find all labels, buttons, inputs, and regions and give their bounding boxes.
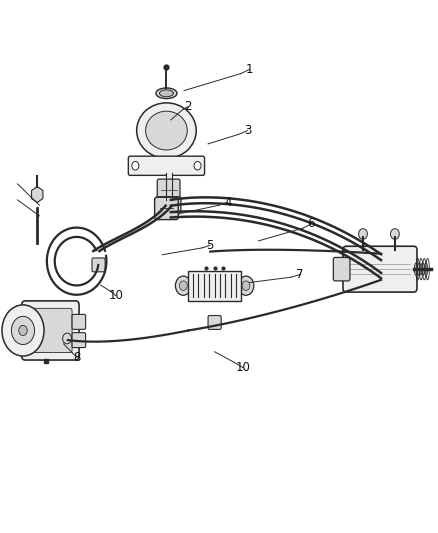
- Text: 7: 7: [296, 268, 304, 281]
- Circle shape: [132, 161, 139, 170]
- FancyBboxPatch shape: [155, 197, 178, 220]
- Text: 4: 4: [224, 196, 232, 209]
- Ellipse shape: [159, 90, 173, 96]
- FancyBboxPatch shape: [72, 314, 86, 329]
- Ellipse shape: [145, 111, 187, 150]
- FancyBboxPatch shape: [208, 316, 221, 329]
- Circle shape: [242, 281, 250, 290]
- Text: 6: 6: [307, 217, 315, 230]
- Circle shape: [175, 276, 191, 295]
- Circle shape: [194, 161, 201, 170]
- Circle shape: [2, 305, 44, 356]
- Text: 5: 5: [207, 239, 214, 252]
- FancyBboxPatch shape: [188, 271, 241, 301]
- FancyBboxPatch shape: [29, 308, 72, 353]
- FancyBboxPatch shape: [22, 301, 79, 360]
- Text: 10: 10: [109, 289, 124, 302]
- Text: 2: 2: [184, 100, 192, 113]
- Circle shape: [19, 325, 27, 336]
- Text: 1: 1: [246, 63, 254, 76]
- Circle shape: [180, 281, 187, 290]
- FancyBboxPatch shape: [157, 179, 180, 200]
- Ellipse shape: [137, 103, 196, 158]
- Bar: [166, 173, 172, 200]
- Circle shape: [11, 317, 35, 344]
- FancyBboxPatch shape: [333, 257, 350, 281]
- FancyBboxPatch shape: [92, 258, 105, 272]
- FancyBboxPatch shape: [343, 246, 417, 292]
- Text: 10: 10: [236, 361, 251, 374]
- FancyBboxPatch shape: [128, 156, 205, 175]
- Circle shape: [238, 276, 254, 295]
- Text: 8: 8: [73, 351, 80, 364]
- Circle shape: [391, 229, 399, 239]
- FancyBboxPatch shape: [156, 197, 181, 214]
- Circle shape: [359, 229, 367, 239]
- Circle shape: [63, 333, 71, 344]
- Ellipse shape: [156, 88, 177, 99]
- FancyBboxPatch shape: [72, 333, 86, 348]
- Text: 3: 3: [244, 124, 251, 137]
